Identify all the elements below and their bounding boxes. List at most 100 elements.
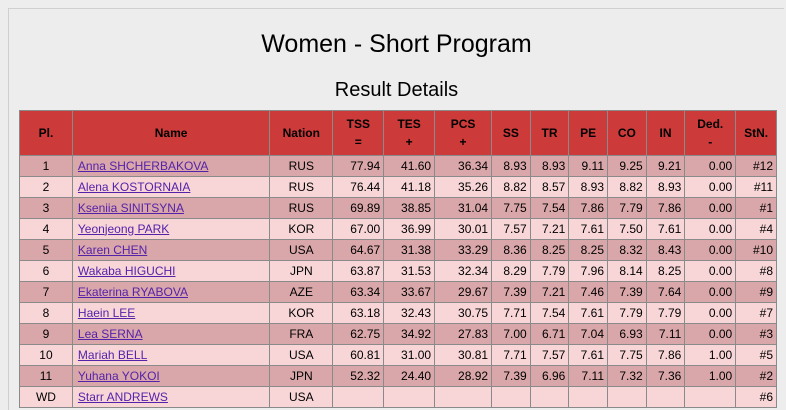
- cell-pcs: 33.29: [434, 239, 493, 261]
- cell-co: 7.79: [607, 197, 647, 219]
- cell-in: 9.21: [645, 155, 686, 177]
- skater-name-link[interactable]: Ekaterina RYABOVA: [77, 284, 188, 299]
- skater-name-link[interactable]: Kseniia SINITSYNA: [77, 200, 184, 215]
- cell-co: 6.93: [607, 323, 647, 345]
- cell-pe: 7.61: [568, 218, 609, 240]
- skater-name-link[interactable]: Starr ANDREWS: [77, 389, 168, 404]
- cell-deduction: 0.00: [684, 218, 737, 240]
- cell-pe: 7.96: [568, 260, 609, 282]
- cell-place: 4: [19, 218, 73, 240]
- cell-skater-name: Ekaterina RYABOVA: [71, 281, 271, 303]
- cell-tss: 76.44: [332, 176, 385, 198]
- cell-deduction: 0.00: [684, 176, 737, 198]
- cell-ss: 7.71: [491, 344, 531, 366]
- skater-name-link[interactable]: Mariah BELL: [77, 347, 148, 362]
- cell-ss: 8.82: [491, 176, 531, 198]
- header-ded: Ded. -: [684, 110, 737, 156]
- cell-skater-name: Starr ANDREWS: [71, 386, 271, 408]
- skater-name-link[interactable]: Haein LEE: [77, 305, 136, 320]
- cell-tss: 69.89: [332, 197, 385, 219]
- cell-tss: 67.00: [332, 218, 385, 240]
- header-pcs: PCS +: [434, 110, 493, 156]
- skater-name-link[interactable]: Yeonjeong PARK: [77, 221, 170, 236]
- cell-skater-name: Haein LEE: [71, 302, 271, 324]
- cell-tes: 24.40: [383, 365, 436, 387]
- cell-in: 8.93: [645, 176, 686, 198]
- skater-name-link[interactable]: Yuhana YOKOI: [77, 368, 160, 383]
- table-row: WD Starr ANDREWS USA #6: [19, 386, 777, 408]
- cell-skater-name: Anna SHCHERBAKOVA: [71, 155, 271, 177]
- header-pl: Pl.: [19, 110, 73, 156]
- cell-tes: 31.38: [383, 239, 436, 261]
- cell-tss: 77.94: [332, 155, 385, 177]
- cell-deduction: 0.00: [684, 281, 737, 303]
- cell-start-number: #8: [735, 260, 777, 282]
- cell-tr: 8.93: [529, 155, 570, 177]
- cell-place: WD: [19, 386, 73, 408]
- cell-in: 7.64: [645, 281, 686, 303]
- cell-tr: 8.57: [529, 176, 570, 198]
- cell-tss: 63.34: [332, 281, 385, 303]
- cell-tr: [529, 386, 570, 408]
- cell-nation: RUS: [269, 176, 334, 198]
- cell-start-number: #12: [735, 155, 777, 177]
- header-name: Name: [71, 110, 271, 156]
- cell-place: 3: [19, 197, 73, 219]
- cell-in: 8.25: [645, 260, 686, 282]
- cell-pcs: 30.01: [434, 218, 493, 240]
- table-row: 6 Wakaba HIGUCHI JPN 63.87 31.53 32.34 8.29 7.7…: [19, 260, 777, 282]
- cell-start-number: #4: [735, 218, 777, 240]
- cell-pcs: 31.04: [434, 197, 493, 219]
- cell-ss: 7.75: [491, 197, 531, 219]
- cell-deduction: 1.00: [684, 344, 737, 366]
- cell-ss: 8.93: [491, 155, 531, 177]
- cell-deduction: 0.00: [684, 239, 737, 261]
- cell-nation: USA: [269, 239, 334, 261]
- cell-nation: AZE: [269, 281, 334, 303]
- table-row: 8 Haein LEE KOR 63.18 32.43 30.75 7.71 7.54 7.61…: [19, 302, 777, 324]
- cell-ss: 8.29: [491, 260, 531, 282]
- skater-name-link[interactable]: Wakaba HIGUCHI: [77, 263, 176, 278]
- cell-nation: FRA: [269, 323, 334, 345]
- cell-place: 11: [19, 365, 73, 387]
- cell-co: 7.75: [607, 344, 647, 366]
- table-row: 11 Yuhana YOKOI JPN 52.32 24.40 28.92 7.39 6.96…: [19, 365, 777, 387]
- cell-co: [607, 386, 647, 408]
- cell-co: 8.14: [607, 260, 647, 282]
- cell-pe: 8.93: [568, 176, 609, 198]
- cell-pcs: 32.34: [434, 260, 493, 282]
- cell-ss: [491, 386, 531, 408]
- table-row: 2 Alena KOSTORNAIA RUS 76.44 41.18 35.26 8.82 8…: [19, 176, 777, 198]
- cell-in: 8.43: [645, 239, 686, 261]
- cell-ss: 7.00: [491, 323, 531, 345]
- cell-pe: 9.11: [568, 155, 609, 177]
- header-pe: PE: [568, 110, 609, 156]
- cell-skater-name: Yeonjeong PARK: [71, 218, 271, 240]
- cell-nation: KOR: [269, 302, 334, 324]
- cell-nation: JPN: [269, 260, 334, 282]
- cell-tss: 60.81: [332, 344, 385, 366]
- cell-skater-name: Wakaba HIGUCHI: [71, 260, 271, 282]
- cell-pe: 7.61: [568, 344, 609, 366]
- skater-name-link[interactable]: Alena KOSTORNAIA: [77, 179, 191, 194]
- skater-name-link[interactable]: Lea SERNA: [77, 326, 143, 341]
- cell-tes: 31.53: [383, 260, 436, 282]
- header-nation: Nation: [269, 110, 334, 156]
- cell-start-number: #11: [735, 176, 777, 198]
- cell-nation: USA: [269, 386, 334, 408]
- table-row: 1 Anna SHCHERBAKOVA RUS 77.94 41.60 36.34 8.93…: [19, 155, 777, 177]
- cell-start-number: #3: [735, 323, 777, 345]
- cell-pe: 7.46: [568, 281, 609, 303]
- skater-name-link[interactable]: Karen CHEN: [77, 242, 148, 257]
- cell-co: 7.79: [607, 302, 647, 324]
- cell-place: 1: [19, 155, 73, 177]
- cell-co: 8.32: [607, 239, 647, 261]
- cell-skater-name: Kseniia SINITSYNA: [71, 197, 271, 219]
- cell-nation: JPN: [269, 365, 334, 387]
- cell-co: 8.82: [607, 176, 647, 198]
- skater-name-link[interactable]: Anna SHCHERBAKOVA: [77, 158, 209, 173]
- cell-tes: 36.99: [383, 218, 436, 240]
- header-co: CO: [607, 110, 647, 156]
- cell-place: 5: [19, 239, 73, 261]
- cell-ss: 7.39: [491, 365, 531, 387]
